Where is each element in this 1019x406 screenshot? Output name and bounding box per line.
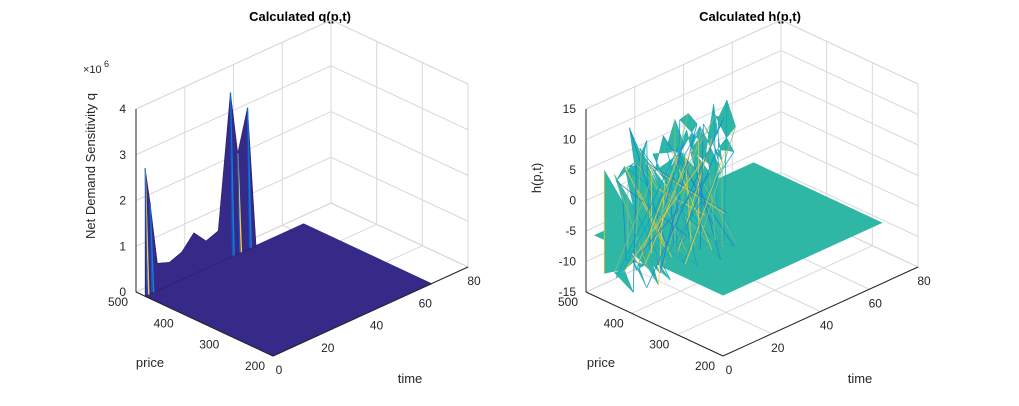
price-tick-label: 200 — [695, 359, 715, 373]
price-axis-line — [135, 291, 274, 357]
q-peak-shade — [229, 92, 233, 256]
q-z-axis-label: Net Demand Sensitivity q — [83, 93, 98, 239]
z-tick-label: -10 — [559, 255, 577, 269]
time-axis-line — [722, 266, 919, 357]
q-multiplier-text: ×10 — [83, 64, 102, 76]
q-exponent-label: ×10 6 — [83, 59, 109, 76]
q-price-axis-label: price — [136, 355, 164, 370]
time-tick-label: 20 — [321, 341, 335, 355]
time-tick-label: 80 — [467, 274, 481, 288]
h-noise-streak — [699, 123, 704, 249]
wall-gridline-z — [135, 65, 469, 156]
h-noise-streak — [639, 173, 711, 255]
time-tick-label: 80 — [917, 274, 931, 288]
price-tick-label: 300 — [649, 338, 669, 352]
wall-gridline-z — [585, 19, 919, 110]
q-surface-peaks — [144, 92, 257, 297]
q-plot-title: Calculated q(p,t) — [249, 9, 351, 24]
h-noise-streak — [644, 148, 692, 265]
q-peak-shade — [144, 168, 148, 295]
h-noise-streak — [652, 153, 691, 235]
h-noise-streak — [684, 155, 693, 251]
h-noise-streak — [649, 164, 728, 214]
wall-gridline-z — [585, 80, 919, 171]
floor-gridline-price — [677, 245, 873, 336]
h-noise-streak — [637, 189, 673, 258]
h-noise-streak — [723, 100, 728, 241]
floor-gridline-time — [634, 269, 772, 335]
price-tick-label: 400 — [604, 316, 624, 330]
h-z-axis-label: h(p,t) — [529, 163, 544, 193]
h-noise-streak — [657, 179, 666, 286]
time-tick-label: 60 — [419, 296, 433, 310]
h-plot-title: Calculated h(p,t) — [699, 9, 801, 24]
h-noise-streak — [684, 149, 726, 265]
z-tick-label: 0 — [569, 194, 576, 208]
z-tick-label: 15 — [563, 102, 577, 116]
q-peak-shade — [149, 202, 153, 293]
price-axis-line — [585, 291, 724, 357]
h-noise-streak — [701, 126, 736, 235]
z-tick-label: -5 — [565, 224, 576, 238]
h-noise-streak — [615, 130, 688, 278]
z-tick-label: -15 — [559, 285, 577, 299]
price-tick-label: 300 — [199, 338, 219, 352]
h-noise-streak — [679, 150, 718, 244]
q-time-axis-label: time — [398, 371, 423, 386]
h-ticks: 0 20 40 60 80 200 300 400 500-15 -10 -5 0 5 10 15 — [558, 102, 931, 377]
h-noise-streak — [640, 115, 716, 252]
h-noise-streak — [614, 174, 649, 270]
wall-gridline-z — [135, 156, 469, 247]
h-noise-streak — [622, 126, 701, 270]
price-tick-label: 500 — [558, 295, 578, 309]
z-tick-label: 10 — [563, 133, 577, 147]
q-surface-plot: Calculated q(p,t) 0204060802003004005000… — [83, 9, 481, 386]
wall-gridline-z — [135, 110, 469, 201]
q-peak-shade — [247, 107, 251, 248]
time-tick-label: 0 — [726, 363, 733, 377]
h-noise-streak — [689, 149, 722, 260]
z-tick-label: 4 — [119, 102, 126, 116]
h-noise-streak — [659, 123, 698, 274]
time-tick-label: 0 — [276, 363, 283, 377]
h-noise-streak — [625, 167, 704, 231]
h-noise-streak — [637, 156, 679, 265]
q-exponent-text: 6 — [104, 59, 109, 69]
q-axes — [135, 109, 469, 357]
wall-gridline-z — [135, 19, 469, 110]
price-tick-label: 500 — [108, 295, 128, 309]
h-noise-streak — [654, 113, 689, 240]
h-noise-streak — [624, 165, 666, 248]
z-tick-label: 2 — [119, 194, 126, 208]
h-axes — [585, 109, 919, 357]
h-time-axis-label: time — [848, 371, 873, 386]
h-noise-streak — [713, 104, 718, 208]
z-tick-label: 3 — [119, 148, 126, 162]
time-tick-label: 40 — [370, 319, 384, 333]
h-noise-streak — [624, 157, 706, 271]
h-noise-streak — [634, 151, 642, 261]
price-tick-label: 200 — [245, 359, 265, 373]
price-tick-label: 400 — [154, 316, 174, 330]
h-noise-streak — [632, 164, 637, 293]
z-tick-label: 0 — [119, 285, 126, 299]
time-tick-label: 40 — [820, 319, 834, 333]
z-tick-label: 5 — [569, 163, 576, 177]
h-noise-streak — [646, 118, 725, 288]
h-price-axis-label: price — [587, 355, 615, 370]
h-surface — [593, 99, 883, 296]
time-axis-line — [272, 266, 469, 357]
time-tick-label: 60 — [869, 296, 883, 310]
h-noise-streak — [647, 170, 689, 257]
time-tick-label: 20 — [771, 341, 785, 355]
h-noise-streak — [622, 202, 627, 261]
h-noise-streak — [614, 171, 656, 273]
q-peak-shade — [237, 153, 241, 253]
wall-gridline-z — [585, 49, 919, 140]
h-surface-plot: Calculated h(p,t) 020406080200300400500-… — [529, 9, 931, 386]
z-tick-label: 1 — [119, 239, 126, 253]
